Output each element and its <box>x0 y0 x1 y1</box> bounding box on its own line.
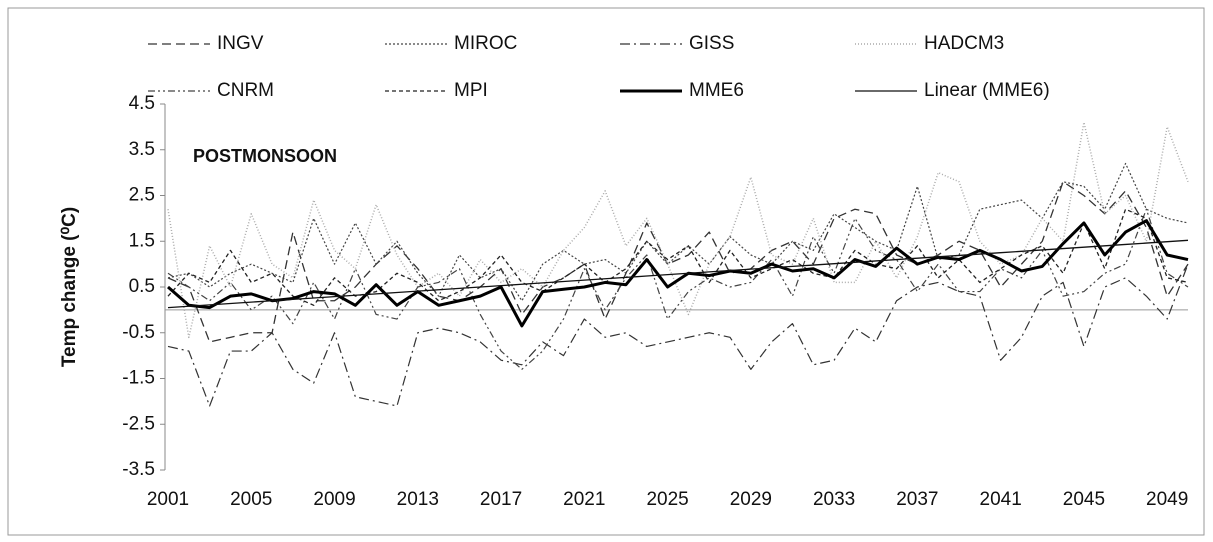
series-line <box>167 263 1189 407</box>
series-line <box>167 121 1189 339</box>
series-line <box>167 162 1189 302</box>
x-tick-label: 2029 <box>730 489 772 510</box>
x-tick-label: 2037 <box>896 489 938 510</box>
legend-label: MIROC <box>454 33 517 54</box>
x-tick-label: 2045 <box>1063 489 1105 510</box>
y-tick-label: 4.5 <box>129 93 155 114</box>
x-tick-label: 2021 <box>563 489 605 510</box>
legend-label: MME6 <box>689 80 744 101</box>
y-tick-label: -2.5 <box>122 413 155 434</box>
y-tick-label: -0.5 <box>122 322 155 343</box>
x-tick-label: 2033 <box>813 489 855 510</box>
x-tick-label: 2025 <box>646 489 688 510</box>
x-tick-label: 2041 <box>980 489 1022 510</box>
legend-label: GISS <box>689 33 734 54</box>
series-line <box>167 208 1189 370</box>
x-tick-label: 2017 <box>480 489 522 510</box>
legend-label: HADCM3 <box>924 33 1004 54</box>
legend-label: MPI <box>454 80 488 101</box>
series-line <box>167 208 1189 306</box>
y-tick-label: -3.5 <box>122 459 155 480</box>
x-tick-label: 2049 <box>1146 489 1188 510</box>
legend-label: Linear (MME6) <box>924 80 1050 101</box>
series-line <box>167 181 1189 343</box>
y-tick-label: 1.5 <box>129 230 155 251</box>
y-axis-label: Temp change (⁰C) <box>59 207 80 367</box>
annotation: POSTMONSOON <box>193 146 337 166</box>
legend-label: INGV <box>217 33 264 54</box>
x-tick-label: 2005 <box>230 489 272 510</box>
x-tick-label: 2001 <box>147 489 189 510</box>
x-tick-label: 2009 <box>313 489 355 510</box>
y-tick-label: 3.5 <box>129 139 155 160</box>
legend-label: CNRM <box>217 80 274 101</box>
y-tick-label: -1.5 <box>122 368 155 389</box>
y-tick-label: 2.5 <box>129 185 155 206</box>
y-tick-label: 0.5 <box>129 276 155 297</box>
chart-border <box>7 7 1205 536</box>
x-tick-label: 2013 <box>397 489 439 510</box>
series-line <box>167 239 1189 309</box>
